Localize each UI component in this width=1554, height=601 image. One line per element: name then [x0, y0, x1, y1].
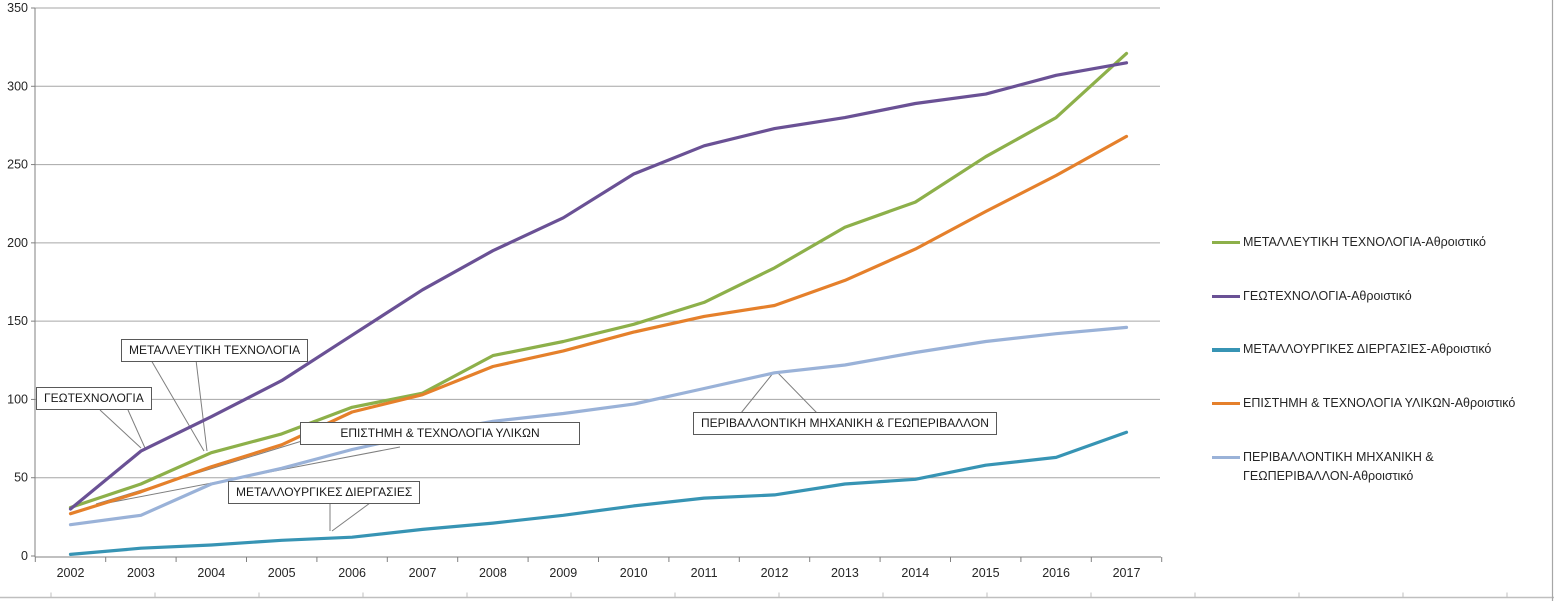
callout-leader-4: [740, 371, 775, 414]
callout-leader-0: [99, 409, 142, 449]
y-axis-label-350: 350: [7, 1, 28, 15]
callout-box-4[interactable]: ΠΕΡΙΒΑΛΛΟΝΤΙΚΗ ΜΗΧΑΝΙΚΗ & ΓΕΩΠΕΡΙΒΑΛΛΟΝ: [693, 412, 997, 435]
series-line-4[interactable]: [68, 325, 1129, 527]
x-axis-label-2009: 2009: [549, 566, 577, 580]
callout-label: ΓΕΩΤΕΧΝΟΛΟΓΙΑ: [44, 391, 144, 405]
x-axis-label-2011: 2011: [691, 566, 718, 580]
legend-swatch-icon: [1212, 294, 1240, 298]
x-axis-label-2015: 2015: [972, 566, 1000, 580]
x-axis-label-2002: 2002: [57, 566, 85, 580]
x-axis-label-2006: 2006: [338, 566, 366, 580]
y-axis-label-100: 100: [7, 392, 28, 406]
x-axis-label-2005: 2005: [268, 566, 296, 580]
x-axis-label-2016: 2016: [1042, 566, 1070, 580]
legend-item-1[interactable]: ΓΕΩΤΕΧΝΟΛΟΓΙΑ-Αθροιστικό: [1212, 287, 1542, 306]
callout-label: ΕΠΙΣΤΗΜΗ & ΤΕΧΝΟΛΟΓΙΑ ΥΛΙΚΩΝ: [340, 426, 540, 440]
x-axis-label-2012: 2012: [761, 566, 789, 580]
callout-label: ΜΕΤΑΛΛΕΥΤΙΚΗ ΤΕΧΝΟΛΟΓΙΑ: [129, 343, 301, 357]
legend-item-4[interactable]: ΠΕΡΙΒΑΛΛΟΝΤΙΚΗ ΜΗΧΑΝΙΚΗ & ΓΕΩΠΕΡΙΒΑΛΛΟΝ-…: [1212, 448, 1542, 487]
callout-box-2[interactable]: ΕΠΙΣΤΗΜΗ & ΤΕΧΝΟΛΟΓΙΑ ΥΛΙΚΩΝ: [300, 422, 580, 445]
legend-label: ΕΠΙΣΤΗΜΗ & ΤΕΧΝΟΛΟΓΙΑ ΥΛΙΚΩΝ-Αθροιστικό: [1243, 396, 1516, 411]
callout-leader-1: [195, 359, 208, 452]
callout-label: ΠΕΡΙΒΑΛΛΟΝΤΙΚΗ ΜΗΧΑΝΙΚΗ & ΓΕΩΠΕΡΙΒΑΛΛΟΝ: [701, 416, 989, 430]
series-line-0[interactable]: [68, 51, 1129, 510]
legend-swatch-icon: [1212, 348, 1240, 352]
callout-box-3[interactable]: ΜΕΤΑΛΛΟΥΡΓΙΚΕΣ ΔΙΕΡΓΑΣΙΕΣ: [228, 481, 421, 504]
y-axis-label-50: 50: [14, 471, 28, 485]
legend-item-2[interactable]: ΜΕΤΑΛΛΟΥΡΓΙΚΕΣ ΔΙΕΡΓΑΣΙΕΣ-Αθροιστικό: [1212, 340, 1542, 359]
y-axis-label-300: 300: [7, 79, 28, 93]
legend-swatch-icon: [1212, 241, 1240, 245]
y-axis-label-200: 200: [7, 236, 28, 250]
callout-box-0[interactable]: ΓΕΩΤΕΧΝΟΛΟΓΙΑ: [36, 387, 152, 410]
x-axis-label-2010: 2010: [620, 566, 648, 580]
x-axis-label-2014: 2014: [901, 566, 929, 580]
x-axis-label-2013: 2013: [831, 566, 859, 580]
legend-label: ΜΕΤΑΛΛΟΥΡΓΙΚΕΣ ΔΙΕΡΓΑΣΙΕΣ-Αθροιστικό: [1243, 342, 1492, 357]
series-line-1[interactable]: [68, 61, 1129, 511]
legend-label: ΓΕΩΤΕΧΝΟΛΟΓΙΑ-Αθροιστικό: [1243, 288, 1412, 303]
x-axis-label-2008: 2008: [479, 566, 507, 580]
callout-box-1[interactable]: ΜΕΤΑΛΛΕΥΤΙΚΗ ΤΕΧΝΟΛΟΓΙΑ: [121, 339, 309, 362]
legend-swatch-icon: [1212, 402, 1240, 406]
x-axis-label-2004: 2004: [197, 566, 225, 580]
legend-item-3[interactable]: ΕΠΙΣΤΗΜΗ & ΤΕΧΝΟΛΟΓΙΑ ΥΛΙΚΩΝ-Αθροιστικό: [1212, 394, 1542, 413]
y-axis-label-250: 250: [7, 158, 28, 172]
series-line-3[interactable]: [68, 134, 1129, 516]
series-line-2[interactable]: [68, 430, 1129, 557]
x-axis-label-2007: 2007: [409, 566, 437, 580]
legend-label: ΜΕΤΑΛΛΕΥΤΙΚΗ ΤΕΧΝΟΛΟΓΙΑ-Αθροιστικό: [1243, 235, 1486, 249]
y-axis-label-150: 150: [7, 314, 28, 328]
legend-item-0[interactable]: ΜΕΤΑΛΛΕΥΤΙΚΗ ΤΕΧΝΟΛΟΓΙΑ-Αθροιστικό: [1212, 233, 1542, 252]
callout-leader-1: [150, 359, 205, 452]
callout-leader-4: [776, 371, 818, 414]
y-axis-label-0: 0: [21, 549, 28, 563]
callout-leader-0: [127, 409, 146, 449]
x-axis-label-2003: 2003: [127, 566, 155, 580]
callout-leader-3: [331, 502, 371, 532]
legend-label: ΠΕΡΙΒΑΛΛΟΝΤΙΚΗ ΜΗΧΑΝΙΚΗ & ΓΕΩΠΕΡΙΒΑΛΛΟΝ-…: [1243, 449, 1434, 484]
legend-swatch-icon: [1212, 455, 1240, 459]
callout-label: ΜΕΤΑΛΛΟΥΡΓΙΚΕΣ ΔΙΕΡΓΑΣΙΕΣ: [236, 485, 413, 499]
x-axis-label-2017: 2017: [1113, 566, 1141, 580]
